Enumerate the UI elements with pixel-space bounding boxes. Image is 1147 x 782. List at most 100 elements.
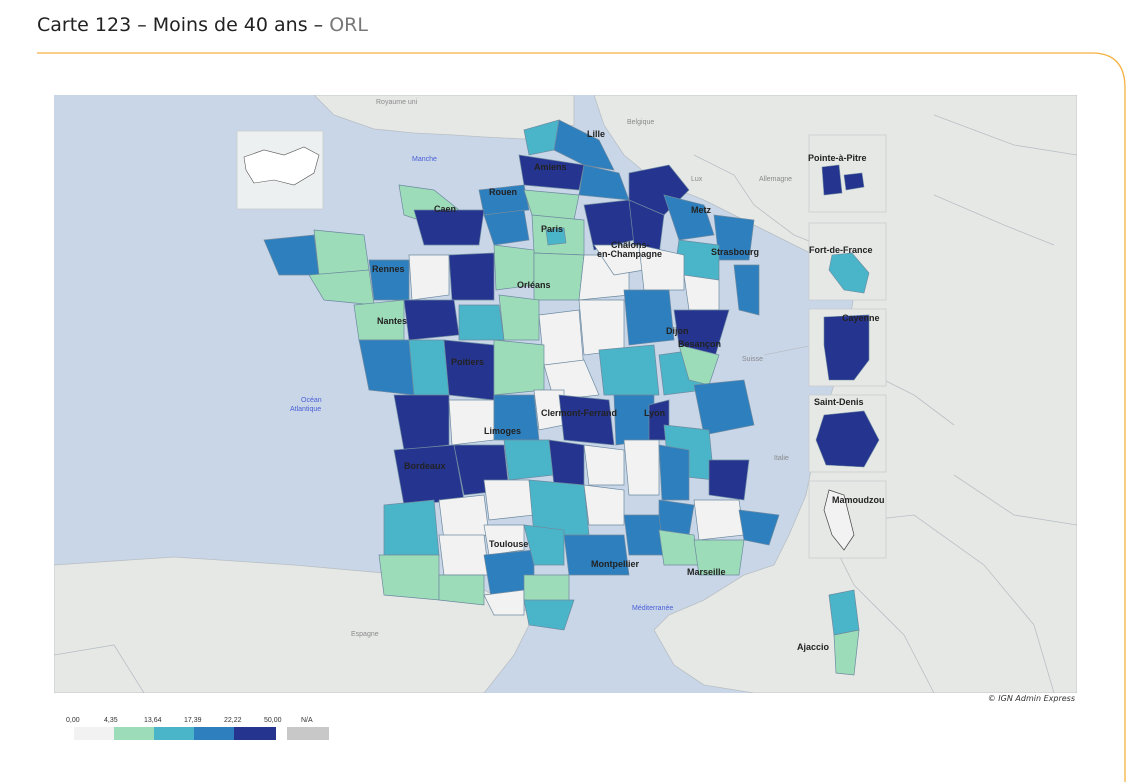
region-tarn[interactable] [523, 524, 565, 566]
city-label-dijon: Dijon [666, 326, 689, 336]
country-label-belgium: Belgique [627, 119, 654, 126]
region-lot[interactable] [483, 479, 535, 521]
region-pas-de-calais[interactable] [523, 119, 560, 156]
overseas-insets: Pointe-à-Pitre Fort-de-France Cayenne Sa… [808, 134, 887, 559]
choropleth-map[interactable]: Lille Amiens Rouen Caen Paris Châlons- e… [54, 95, 1077, 693]
sea-label-ocean: Océan [301, 397, 322, 404]
city-label-toulouse: Toulouse [489, 539, 528, 549]
credit-text: © IGN Admin Express [987, 694, 1075, 703]
country-label-italy: Italie [774, 455, 789, 462]
city-label-besancon: Besançon [678, 339, 721, 349]
region-hautes-pyrenees[interactable] [438, 574, 485, 606]
region-gers[interactable] [438, 534, 490, 576]
city-label-ajaccio: Ajaccio [797, 642, 830, 652]
legend-swatch-na [287, 727, 329, 740]
region-herault[interactable] [563, 534, 630, 576]
region-paris[interactable] [545, 227, 567, 246]
legend-break-1: 4,35 [104, 717, 118, 724]
city-label-montpellier: Montpellier [591, 559, 639, 569]
region-pyrenees-atlantiques[interactable] [378, 554, 440, 601]
region-haut-rhin[interactable] [733, 264, 760, 316]
region-puy-dome[interactable] [558, 394, 615, 446]
city-label-lille: Lille [587, 129, 605, 139]
region-gironde[interactable] [393, 444, 465, 506]
legend-break-4: 22,22 [224, 717, 242, 724]
region-pyrenees-orientales[interactable] [523, 599, 575, 631]
region-saone-loire[interactable] [598, 344, 660, 396]
land-continent [593, 95, 1077, 693]
region-haute-marne[interactable] [638, 244, 685, 291]
legend-break-5: 50,00 [264, 717, 282, 724]
region-charente[interactable] [448, 399, 495, 446]
city-label-nantes: Nantes [377, 316, 407, 326]
france-regions[interactable] [263, 119, 860, 676]
region-ardeche[interactable] [623, 439, 660, 496]
region-cotes-armor[interactable] [313, 229, 370, 276]
region-tarn-garonne[interactable] [483, 524, 525, 556]
region-seine-maritime[interactable] [478, 184, 530, 216]
city-label-limoges: Limoges [484, 426, 521, 436]
region-drome[interactable] [658, 444, 690, 501]
region-moselle[interactable] [663, 194, 715, 241]
country-label-uk: Royaume uni [376, 99, 418, 106]
region-maine-loire[interactable] [403, 299, 460, 341]
region-sarthe[interactable] [448, 252, 495, 301]
region-cote-or[interactable] [623, 289, 675, 346]
region-charente-maritime[interactable] [393, 394, 450, 451]
region-lozere[interactable] [583, 484, 625, 526]
region-deux-sevres[interactable] [408, 339, 450, 396]
region-savoie[interactable] [693, 379, 755, 436]
region-lot-garonne[interactable] [438, 494, 490, 541]
legend-swatch-1 [114, 727, 154, 740]
region-cantal[interactable] [548, 439, 585, 486]
region-hautes-alpes[interactable] [708, 459, 750, 501]
region-vosges-haute-saone[interactable] [683, 274, 720, 311]
region-alpes-hte-provence[interactable] [693, 499, 745, 541]
country-label-spain: Espagne [351, 631, 379, 638]
region-loir-cher[interactable] [498, 294, 540, 341]
region-correze[interactable] [503, 439, 555, 481]
title-accent: ORL [329, 14, 368, 36]
country-labels: Royaume uni Belgique Lux Allemagne Suiss… [351, 99, 792, 638]
sea-label-manche: Manche [412, 156, 437, 163]
region-loiret[interactable] [533, 252, 585, 301]
region-landes[interactable] [383, 499, 440, 556]
sea-label-mediterranee: Méditerranée [632, 605, 673, 612]
overseas-label-fort-de-france: Fort-de-France [809, 245, 873, 255]
region-ariege[interactable] [483, 589, 525, 616]
region-somme[interactable] [518, 154, 585, 191]
city-labels: Lille Amiens Rouen Caen Paris Châlons- e… [372, 129, 830, 652]
land-britain [313, 95, 575, 140]
page-title: Carte 123 – Moins de 40 ans – ORL [37, 14, 368, 36]
region-vaucluse[interactable] [658, 499, 695, 536]
region-eure[interactable] [483, 209, 530, 246]
region-loire[interactable] [613, 394, 655, 446]
region-gard[interactable] [623, 514, 665, 556]
world-inset [236, 130, 324, 210]
region-nievre[interactable] [578, 299, 625, 356]
country-label-lux: Lux [691, 176, 703, 183]
city-label-clermont: Clermont-Ferrand [541, 408, 617, 418]
region-corse-nord[interactable] [828, 589, 860, 636]
legend-break-2: 13,64 [144, 717, 162, 724]
region-alpes-maritimes[interactable] [738, 509, 780, 546]
country-label-germany: Allemagne [759, 176, 792, 183]
region-haute-loire[interactable] [583, 444, 625, 486]
region-manche[interactable] [413, 209, 485, 246]
city-label-poitiers: Poitiers [451, 357, 484, 367]
title-main: Carte 123 – Moins de 40 ans – [37, 14, 330, 36]
city-label-chalons-2: en-Champagne [597, 249, 662, 259]
region-indre-loire[interactable] [458, 304, 505, 341]
region-mayenne[interactable] [408, 254, 450, 301]
region-var[interactable] [693, 539, 745, 576]
land-africa-corner [54, 644, 145, 693]
overseas-label-saint-denis: Saint-Denis [814, 397, 864, 407]
region-indre[interactable] [493, 339, 545, 396]
city-label-strasbourg: Strasbourg [711, 247, 759, 257]
land-italy [823, 514, 1055, 693]
region-corse-sud[interactable] [833, 629, 860, 676]
region-vienne[interactable] [443, 339, 495, 401]
overseas-label-mamoudzou: Mamoudzou [832, 495, 885, 505]
city-label-rouen: Rouen [489, 187, 517, 197]
region-bouches-rhone[interactable] [658, 529, 700, 566]
